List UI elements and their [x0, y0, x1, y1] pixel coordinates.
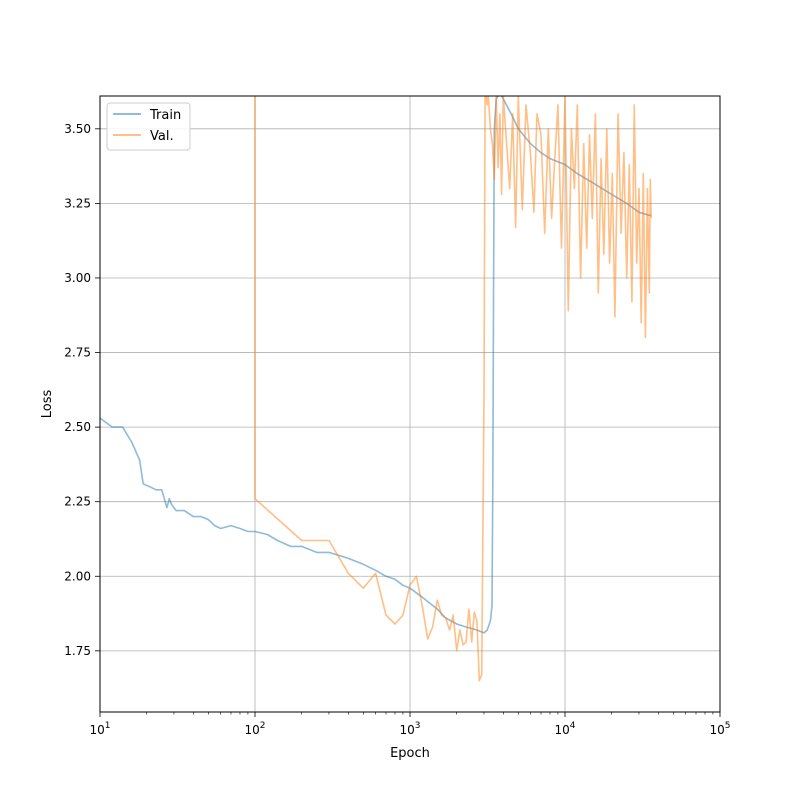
y-tick-label: 2.50	[64, 420, 91, 434]
series-line-train	[100, 96, 652, 634]
legend-val-label: Val.	[150, 129, 174, 144]
series-group	[100, 96, 652, 682]
y-axis-label: Loss	[40, 390, 55, 419]
y-tick-label: 3.50	[64, 122, 91, 136]
y-tick-label: 3.25	[64, 196, 91, 210]
y-tick-label: 2.00	[64, 569, 91, 583]
series-line-val	[254, 96, 652, 682]
legend-train-label: Train	[149, 108, 181, 123]
legend: Train Val.	[106, 102, 191, 151]
tick-labels: 101 102 103 104 1051.752.002.252.502.753.003…	[64, 122, 730, 737]
y-tick-label: 3.00	[64, 271, 91, 285]
x-axis-label: Epoch	[390, 746, 430, 761]
y-tick-label: 1.75	[64, 644, 91, 658]
y-tick-label: 2.25	[64, 495, 91, 509]
y-tick-label: 2.75	[64, 346, 91, 360]
ticks	[95, 128, 721, 717]
